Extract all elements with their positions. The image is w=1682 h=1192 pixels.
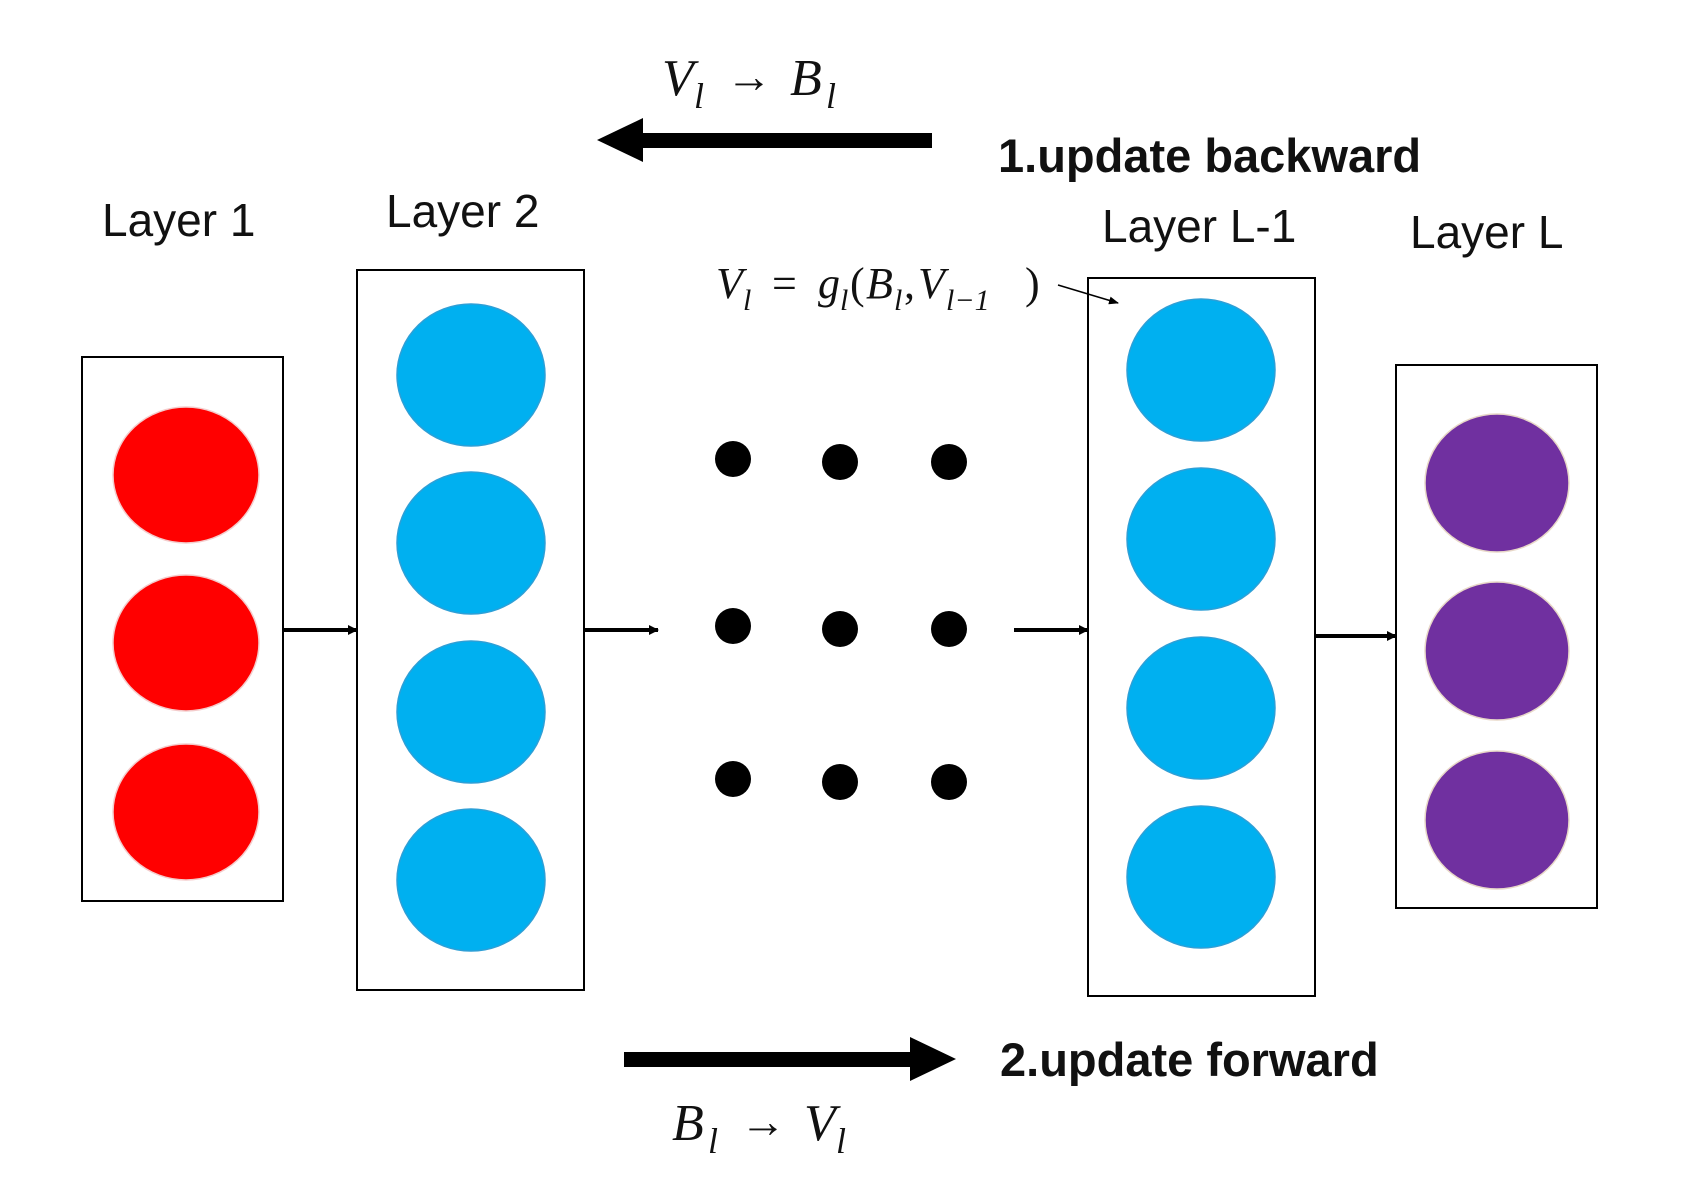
input-neuron bbox=[112, 743, 260, 881]
math-sub-l: l bbox=[836, 1121, 846, 1161]
update-equation: V l = g l ( B l , V l−1 ) bbox=[716, 259, 1040, 317]
math-V: V bbox=[716, 259, 748, 308]
math-V: V bbox=[662, 50, 699, 107]
ellipsis-dot bbox=[931, 444, 967, 480]
layer-1-label: Layer 1 bbox=[102, 194, 255, 246]
hidden-neuron bbox=[1126, 298, 1276, 442]
forward-formula: B l → V l bbox=[672, 1095, 846, 1161]
output-neuron bbox=[1424, 413, 1570, 553]
math-lparen: ( bbox=[850, 259, 865, 308]
hidden-neuron bbox=[396, 808, 546, 952]
input-neuron bbox=[112, 574, 260, 712]
hidden-neuron bbox=[1126, 636, 1276, 780]
backward-arrow bbox=[597, 118, 932, 162]
ellipsis-dot bbox=[931, 611, 967, 647]
ellipsis-dot bbox=[822, 611, 858, 647]
math-g: g bbox=[818, 259, 840, 308]
math-B: B bbox=[866, 259, 893, 308]
math-V: V bbox=[804, 1095, 841, 1152]
hidden-neuron bbox=[396, 303, 546, 447]
math-V: V bbox=[918, 259, 950, 308]
output-neuron bbox=[1424, 750, 1570, 890]
ellipsis-dot bbox=[822, 444, 858, 480]
layer-2-neurons bbox=[396, 303, 546, 952]
ellipsis-dot bbox=[715, 608, 751, 644]
math-arrow: → bbox=[740, 1096, 786, 1147]
math-sub-l: l bbox=[743, 284, 751, 317]
backward-formula: V l → B l bbox=[662, 50, 836, 116]
step-update-forward: 2.update forward bbox=[1000, 1033, 1379, 1086]
math-sub-l: l bbox=[894, 284, 902, 317]
math-sub-l: l bbox=[826, 76, 836, 116]
math-comma: , bbox=[904, 259, 915, 308]
hidden-neuron bbox=[396, 640, 546, 784]
ellipsis-dots bbox=[715, 441, 967, 800]
math-B: B bbox=[790, 50, 822, 107]
forward-arrow bbox=[624, 1037, 956, 1081]
hidden-neuron bbox=[1126, 467, 1276, 611]
input-neuron bbox=[112, 406, 260, 544]
ellipsis-dot bbox=[931, 764, 967, 800]
math-sub-l-minus-1: l−1 bbox=[946, 284, 990, 317]
step-update-backward: 1.update backward bbox=[998, 129, 1421, 182]
math-sub-l: l bbox=[840, 284, 848, 317]
layer-connections bbox=[283, 625, 1397, 641]
hidden-neuron bbox=[1126, 805, 1276, 949]
layer-2-label: Layer 2 bbox=[386, 185, 539, 237]
layer-l-minus-1-neurons bbox=[1126, 298, 1276, 949]
ellipsis-dot bbox=[715, 761, 751, 797]
math-B: B bbox=[672, 1095, 704, 1152]
math-arrow: → bbox=[726, 51, 772, 102]
ellipsis-dot bbox=[822, 764, 858, 800]
layer-l-minus-1-label: Layer L-1 bbox=[1102, 200, 1296, 252]
math-sub-l: l bbox=[708, 1121, 718, 1161]
output-neuron bbox=[1424, 581, 1570, 721]
math-equals: = bbox=[772, 259, 797, 308]
math-rparen: ) bbox=[1025, 259, 1040, 308]
layer-l-label: Layer L bbox=[1410, 206, 1563, 258]
hidden-neuron bbox=[396, 471, 546, 615]
layer-1-neurons bbox=[112, 406, 260, 881]
ellipsis-dot bbox=[715, 441, 751, 477]
math-sub-l: l bbox=[694, 76, 704, 116]
layer-l-neurons bbox=[1424, 413, 1570, 890]
